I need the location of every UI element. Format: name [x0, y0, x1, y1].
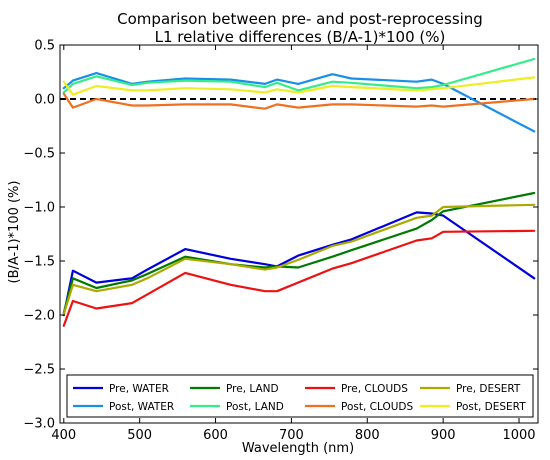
- x-tick-label-3: 700: [279, 428, 304, 443]
- x-tick-label-0: 400: [51, 428, 76, 443]
- y-tick-label-0: 0.5: [34, 39, 55, 54]
- plot-area: 400 500 600 700 800 900 1000 0.5 0.0 −0.5 −1.0 −1.5…: [23, 39, 539, 443]
- y-tick-label-5: −2.0: [23, 309, 55, 324]
- legend-label-5: Post, CLOUDS: [341, 401, 413, 413]
- x-tick-label-5: 900: [431, 428, 456, 443]
- series-line-7: [62, 76, 536, 96]
- x-tick-label-6: 1000: [502, 428, 535, 443]
- x-tick-label-4: 800: [355, 428, 380, 443]
- chart-title-line-1: Comparison between pre- and post-reproce…: [117, 10, 483, 28]
- series-line-3: [62, 57, 536, 94]
- y-tick-label-4: −1.5: [23, 255, 55, 270]
- series-line-5: [62, 92, 536, 110]
- axes-frame: [59, 44, 539, 424]
- y-tick-label-2: −0.5: [23, 147, 55, 162]
- series-line-2: [62, 191, 536, 314]
- series-line-6: [62, 203, 536, 315]
- x-tick-label-1: 500: [127, 428, 152, 443]
- y-axis-label: (B/A-1)*100 (%): [7, 181, 22, 284]
- legend-label-1: Post, WATER: [109, 401, 174, 413]
- legend-box: [66, 374, 534, 418]
- y-tick-label-6: −2.5: [23, 363, 55, 378]
- y-tick-label-3: −1.0: [23, 201, 55, 216]
- series-line-1: [62, 71, 536, 133]
- x-tick-label-2: 600: [203, 428, 228, 443]
- series-line-0: [62, 211, 536, 317]
- legend-label-3: Post, LAND: [226, 401, 284, 413]
- legend-label-7: Post, DESERT: [456, 401, 526, 413]
- legend-label-4: Pre, CLOUDS: [341, 383, 408, 395]
- series-line-4: [62, 229, 536, 327]
- y-tick-label-1: 0.0: [34, 93, 55, 108]
- chart-title-line-2: L1 relative differences (B/A-1)*100 (%): [155, 28, 446, 46]
- x-axis-label: Wavelength (nm): [242, 441, 354, 456]
- legend-label-0: Pre, WATER: [109, 383, 169, 395]
- legend-label-6: Pre, DESERT: [456, 383, 521, 395]
- y-tick-label-7: −3.0: [23, 417, 55, 432]
- legend-label-2: Pre, LAND: [226, 383, 279, 395]
